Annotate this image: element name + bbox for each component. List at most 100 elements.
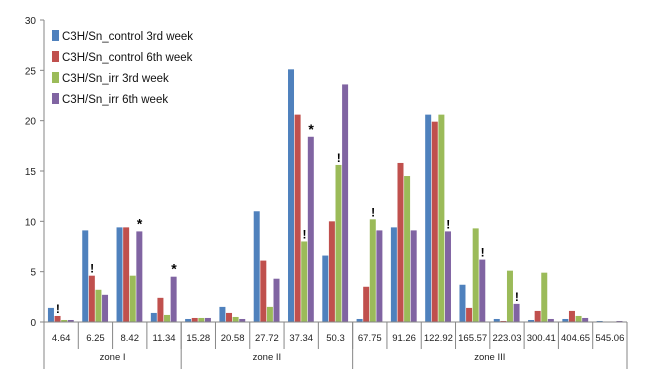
x-tick-label: 37.34 <box>289 333 313 344</box>
bar <box>444 231 451 322</box>
bar <box>307 136 314 322</box>
legend-label: C3H/Sn_control 3rd week <box>62 31 193 43</box>
bar <box>191 317 198 322</box>
y-tick-label: 0 <box>30 318 36 329</box>
bar <box>219 306 226 322</box>
legend-swatch <box>52 93 59 104</box>
bar <box>129 275 136 322</box>
bar <box>102 294 109 322</box>
bar <box>95 289 102 322</box>
bar <box>335 164 342 322</box>
significance-marker: ! <box>56 302 60 316</box>
y-tick-label: 15 <box>25 167 37 178</box>
bar <box>363 286 370 322</box>
bar <box>266 306 273 322</box>
bar <box>506 270 513 322</box>
legend-swatch <box>52 72 59 83</box>
bar <box>253 211 260 322</box>
bar <box>493 318 500 322</box>
significance-marker: ! <box>446 217 450 231</box>
bar <box>356 318 363 322</box>
significance-marker: ! <box>337 151 341 165</box>
bar <box>568 310 575 322</box>
bar <box>596 320 603 322</box>
bar <box>534 310 541 322</box>
bar <box>157 297 164 322</box>
legend-label: C3H/Sn_irr 3rd week <box>62 73 169 85</box>
bar <box>204 317 211 322</box>
significance-marker: ! <box>515 290 519 304</box>
zone-label: zone I <box>100 352 126 363</box>
x-tick-label: 20.58 <box>221 333 245 344</box>
y-tick-label: 5 <box>30 268 36 279</box>
significance-marker: ! <box>371 205 375 219</box>
bar <box>466 307 473 322</box>
bar <box>136 231 143 322</box>
bar <box>47 307 54 322</box>
legend: C3H/Sn_control 3rd week C3H/Sn_control 6t… <box>52 30 193 106</box>
bar <box>376 230 383 322</box>
y-tick-label: 30 <box>25 16 37 27</box>
x-tick-label: 91.26 <box>392 333 416 344</box>
bar <box>547 318 554 322</box>
zone-label: zone II <box>253 352 282 363</box>
bar <box>513 303 520 322</box>
bar <box>342 84 349 323</box>
x-tick-label: 404.65 <box>561 333 590 344</box>
bar <box>404 176 411 322</box>
bar <box>425 114 432 322</box>
bar <box>390 227 397 322</box>
significance-marker: ! <box>303 227 307 241</box>
significance-marker: * <box>308 121 314 137</box>
x-tick-label: 122.92 <box>424 333 453 344</box>
zone-label: zone III <box>474 352 505 363</box>
bar <box>562 318 569 322</box>
axes: 0 5 10 15 20 25 30 4.64 6.25 8.42 11.34 15.28 20.58 2… <box>25 16 628 369</box>
bar <box>239 318 246 322</box>
bar <box>500 320 507 322</box>
legend-label: C3H/Sn_control 6th week <box>62 52 193 64</box>
bar <box>410 230 417 322</box>
significance-marker: ! <box>90 262 94 276</box>
bar <box>472 228 479 322</box>
bar <box>54 315 61 322</box>
x-tick-label: 4.64 <box>52 333 71 344</box>
bar <box>273 278 280 322</box>
bar <box>479 259 486 322</box>
x-tick-label: 6.25 <box>86 333 105 344</box>
bar <box>582 317 589 322</box>
bar <box>528 319 535 322</box>
x-tick-label: 15.28 <box>186 333 210 344</box>
x-tick-label: 545.06 <box>595 333 624 344</box>
x-tick-label: 223.03 <box>492 333 521 344</box>
bar <box>294 114 301 322</box>
y-tick-label: 20 <box>25 117 37 128</box>
x-tick-label: 165.57 <box>458 333 487 344</box>
bar <box>397 162 404 322</box>
bar <box>232 316 239 322</box>
bar <box>226 312 233 322</box>
bar <box>164 314 171 322</box>
x-tick-label: 8.42 <box>120 333 139 344</box>
bar <box>541 272 548 322</box>
significance-marker: ! <box>481 246 485 260</box>
bar <box>575 315 582 322</box>
plot-area: !! * *! *!!!!! <box>47 69 623 323</box>
significance-marker: * <box>171 261 177 277</box>
legend-swatch <box>52 30 59 41</box>
bar <box>67 319 74 322</box>
y-tick-label: 10 <box>25 217 37 228</box>
x-tick-label: 50.3 <box>326 333 345 344</box>
legend-label: C3H/Sn_irr 6th week <box>62 94 168 106</box>
significance-marker: * <box>137 215 143 231</box>
bar <box>185 318 192 322</box>
bar <box>369 219 376 322</box>
bar <box>260 260 267 322</box>
x-tick-label: 67.75 <box>358 333 382 344</box>
bar <box>116 227 123 322</box>
bar <box>150 312 157 322</box>
bar <box>82 230 89 322</box>
bar <box>88 275 95 322</box>
